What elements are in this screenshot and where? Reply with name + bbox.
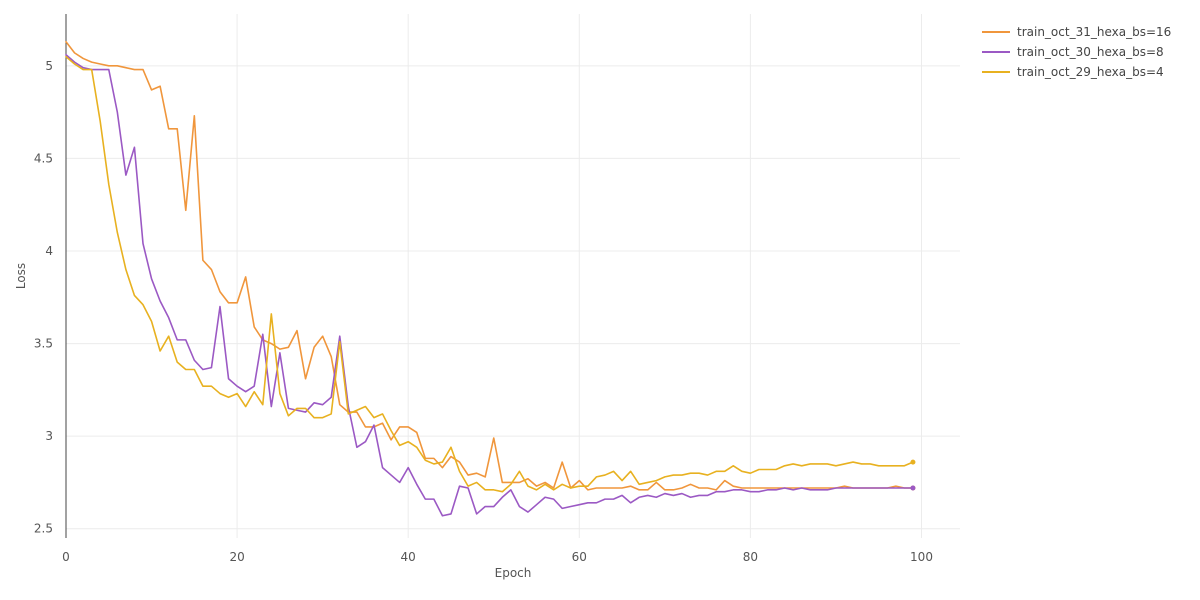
legend-item[interactable]: train_oct_29_hexa_bs=4 bbox=[982, 65, 1164, 79]
legend-item[interactable]: train_oct_31_hexa_bs=16 bbox=[982, 25, 1171, 39]
x-tick-label: 0 bbox=[62, 550, 70, 564]
x-tick-label: 80 bbox=[743, 550, 758, 564]
y-tick-label: 4 bbox=[45, 244, 53, 258]
x-tick-label: 40 bbox=[401, 550, 416, 564]
series-line-1[interactable] bbox=[65, 40, 914, 491]
x-axis-title: Epoch bbox=[495, 566, 532, 580]
legend-item[interactable]: train_oct_30_hexa_bs=8 bbox=[982, 45, 1164, 59]
y-tick-label: 3.5 bbox=[34, 337, 53, 351]
legend-label: train_oct_31_hexa_bs=16 bbox=[1017, 25, 1171, 39]
series-line-3[interactable] bbox=[65, 55, 914, 493]
y-axis-title: Loss bbox=[14, 263, 28, 289]
y-tick-label: 4.5 bbox=[34, 151, 53, 165]
x-tick-label: 20 bbox=[229, 550, 244, 564]
y-tick-label: 5 bbox=[45, 59, 53, 73]
grid bbox=[65, 14, 960, 538]
legend[interactable]: train_oct_31_hexa_bs=16 train_oct_30_hexa… bbox=[982, 25, 1171, 79]
series-lines bbox=[65, 40, 916, 517]
x-tick-label: 100 bbox=[910, 550, 933, 564]
series-end-point-3[interactable] bbox=[910, 459, 916, 465]
axes: 2.5 3 3.5 4 4.5 5 0 20 40 60 80 100 bbox=[34, 14, 933, 564]
series-end-point-2[interactable] bbox=[910, 485, 916, 491]
y-tick-label: 2.5 bbox=[34, 522, 53, 536]
series-line-2[interactable] bbox=[65, 53, 914, 517]
legend-label: train_oct_29_hexa_bs=4 bbox=[1017, 65, 1164, 79]
x-tick-label: 60 bbox=[572, 550, 587, 564]
y-tick-label: 3 bbox=[45, 429, 53, 443]
legend-label: train_oct_30_hexa_bs=8 bbox=[1017, 45, 1164, 59]
